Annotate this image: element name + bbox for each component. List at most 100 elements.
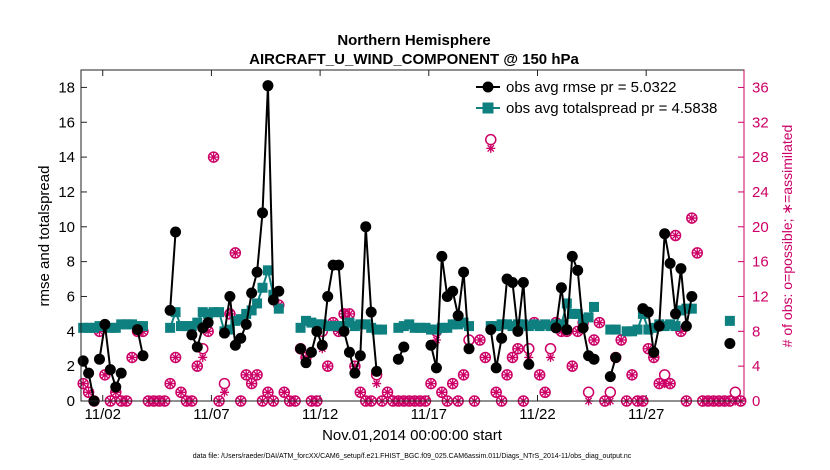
rmse-point	[218, 327, 230, 339]
totalspread-point	[252, 298, 263, 309]
totalspread-point	[192, 317, 203, 328]
totalspread-point	[208, 307, 219, 318]
totalspread-point	[572, 308, 583, 319]
totalspread-point	[214, 307, 225, 318]
obs-assimilated-point	[448, 379, 458, 389]
rmse-point	[680, 320, 692, 332]
legend-spread-marker	[482, 102, 494, 114]
obs-possible-point	[506, 351, 519, 364]
totalspread-point	[333, 321, 344, 332]
obs-possible-point	[533, 369, 546, 381]
totalspread-point	[442, 322, 453, 333]
obs-possible-point	[501, 369, 513, 381]
obs-assimilated-point	[339, 309, 349, 319]
rmse-point	[224, 290, 236, 302]
obs-possible-point	[240, 369, 252, 381]
obs-possible-point	[207, 151, 220, 163]
rmse-point	[458, 266, 470, 278]
rmse-point	[430, 362, 442, 374]
totalspread-point	[78, 322, 89, 333]
y2-tick-label: 28	[752, 149, 769, 166]
obs-possible-point	[446, 377, 459, 390]
totalspread-point	[409, 322, 420, 333]
totalspread-point	[545, 321, 556, 332]
obs-assimilated-point	[594, 318, 604, 328]
rmse-point	[246, 287, 258, 299]
totalspread-point	[360, 319, 371, 330]
rmse-point	[99, 318, 111, 330]
obs-assimilated-point	[627, 370, 637, 380]
rmse-point	[110, 381, 122, 393]
obs-possible-point	[245, 377, 258, 390]
rmse-point	[202, 317, 214, 329]
obs-possible-point	[490, 386, 502, 399]
rmse-point	[604, 371, 616, 383]
x-tick-label: 11/02	[85, 406, 121, 423]
rmse-point	[115, 367, 127, 379]
y2-tick-label: 4	[752, 358, 760, 375]
totalspread-point	[648, 322, 659, 333]
obs-possible-point	[175, 386, 187, 399]
rmse-point	[577, 322, 589, 334]
y-tick-label: 18	[58, 79, 75, 96]
rmse-point	[566, 250, 578, 262]
obs-assimilated-point	[540, 387, 550, 397]
totalspread-point	[605, 324, 616, 335]
y2-ticks: 0 4 8 12 16 20 24 28 32 36	[738, 79, 769, 410]
rmse-point	[485, 324, 497, 336]
totalspread-point	[686, 303, 697, 314]
totalspread-point	[420, 322, 431, 333]
obs-assimilated-point	[507, 352, 517, 362]
totalspread-point	[447, 319, 458, 330]
y2-tick-label: 24	[752, 184, 769, 201]
totalspread-point	[398, 321, 409, 332]
totalspread-point	[431, 324, 442, 335]
rmse-point	[642, 306, 654, 318]
rmse-point	[659, 228, 671, 240]
obs-possible-point	[191, 360, 204, 372]
rmse-point	[517, 277, 529, 289]
totalspread-point	[540, 319, 551, 330]
rmse-point	[572, 264, 584, 276]
x-tick-label: 11/12	[302, 406, 338, 423]
totalspread-point	[257, 282, 268, 293]
rmse-point	[77, 355, 89, 367]
obs-assimilated-point	[475, 335, 485, 345]
rmse-point	[191, 341, 203, 353]
totalspread-point	[273, 303, 284, 314]
totalspread-point	[393, 322, 404, 333]
obs-possible-point	[436, 386, 448, 399]
rmse-point	[354, 350, 366, 362]
obs-assimilated-point	[263, 387, 273, 397]
totalspread-point	[235, 314, 246, 325]
obs-assimilated-point	[241, 370, 251, 380]
rmse-point	[506, 277, 518, 289]
rmse-point	[463, 343, 475, 355]
totalspread-point	[496, 319, 507, 330]
totalspread-point	[116, 319, 127, 330]
obs-assimilated-point	[486, 143, 496, 153]
totalspread-point	[94, 321, 105, 332]
totalspread-point	[311, 319, 322, 330]
totalspread-point	[262, 265, 273, 276]
obs-possible-point	[169, 351, 182, 364]
rmse-point	[305, 346, 317, 358]
obs-assimilated-point	[491, 387, 501, 397]
totalspread-point	[83, 322, 94, 333]
obs-assimilated-point	[676, 326, 686, 336]
totalspread-point	[670, 321, 681, 332]
rmse-point	[496, 332, 508, 344]
obs-assimilated-point	[78, 379, 88, 389]
obs-assimilated-point	[546, 352, 556, 362]
rmse-point	[316, 339, 328, 351]
rmse-point	[447, 285, 459, 297]
totalspread-point	[328, 321, 339, 332]
y-tick-label: 16	[58, 114, 75, 131]
totalspread-point	[230, 315, 241, 326]
rmse-point	[311, 325, 323, 337]
obs-possible-point	[381, 386, 394, 399]
obs-possible-point	[262, 386, 274, 399]
y2-tick-label: 32	[752, 114, 769, 131]
obs-assimilated-point	[94, 326, 104, 336]
